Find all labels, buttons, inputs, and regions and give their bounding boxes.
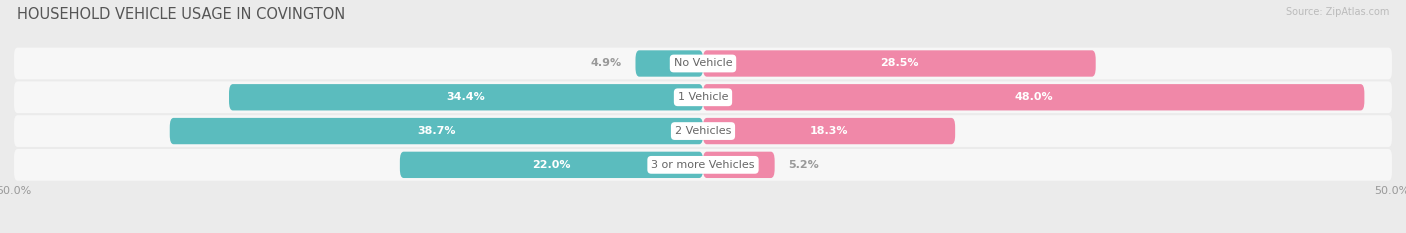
Text: HOUSEHOLD VEHICLE USAGE IN COVINGTON: HOUSEHOLD VEHICLE USAGE IN COVINGTON [17, 7, 344, 22]
FancyBboxPatch shape [14, 81, 1392, 113]
Text: Source: ZipAtlas.com: Source: ZipAtlas.com [1285, 7, 1389, 17]
Text: 2 Vehicles: 2 Vehicles [675, 126, 731, 136]
FancyBboxPatch shape [14, 48, 1392, 79]
Text: 3 or more Vehicles: 3 or more Vehicles [651, 160, 755, 170]
FancyBboxPatch shape [14, 149, 1392, 181]
Text: 5.2%: 5.2% [789, 160, 820, 170]
Text: 48.0%: 48.0% [1014, 92, 1053, 102]
Text: 18.3%: 18.3% [810, 126, 848, 136]
Text: 22.0%: 22.0% [533, 160, 571, 170]
FancyBboxPatch shape [703, 152, 775, 178]
Text: 34.4%: 34.4% [447, 92, 485, 102]
FancyBboxPatch shape [703, 50, 1095, 77]
FancyBboxPatch shape [703, 84, 1364, 110]
Text: 4.9%: 4.9% [591, 58, 621, 69]
Text: No Vehicle: No Vehicle [673, 58, 733, 69]
Text: 28.5%: 28.5% [880, 58, 918, 69]
FancyBboxPatch shape [229, 84, 703, 110]
FancyBboxPatch shape [703, 118, 955, 144]
FancyBboxPatch shape [170, 118, 703, 144]
FancyBboxPatch shape [14, 115, 1392, 147]
FancyBboxPatch shape [636, 50, 703, 77]
Text: 38.7%: 38.7% [418, 126, 456, 136]
FancyBboxPatch shape [399, 152, 703, 178]
Text: 1 Vehicle: 1 Vehicle [678, 92, 728, 102]
